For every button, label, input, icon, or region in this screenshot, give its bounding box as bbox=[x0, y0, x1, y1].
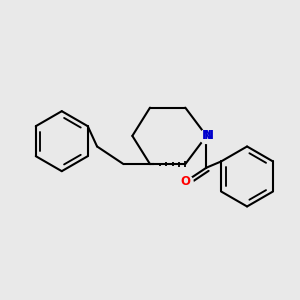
Text: N: N bbox=[204, 128, 214, 142]
Text: N: N bbox=[202, 128, 212, 142]
Text: O: O bbox=[180, 175, 190, 188]
